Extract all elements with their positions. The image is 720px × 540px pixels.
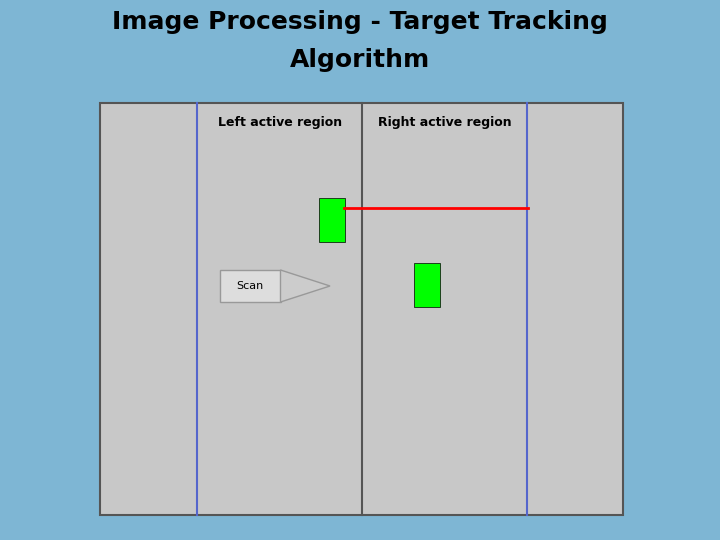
Bar (319, 198, 345, 242)
Text: Right active region: Right active region (378, 116, 512, 129)
Bar (100, 103, 623, 515)
Polygon shape (281, 270, 330, 302)
Text: Image Processing - Target Tracking: Image Processing - Target Tracking (112, 10, 608, 34)
Bar (220, 270, 281, 302)
Text: Left active region: Left active region (218, 116, 342, 129)
Bar (414, 263, 440, 307)
Text: Algorithm: Algorithm (290, 48, 430, 72)
Text: Scan: Scan (236, 281, 264, 291)
